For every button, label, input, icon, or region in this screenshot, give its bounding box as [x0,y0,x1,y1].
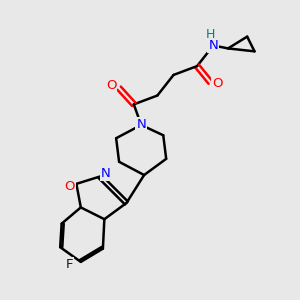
Text: N: N [101,167,111,180]
Text: F: F [66,258,74,271]
Text: O: O [65,180,75,193]
Text: O: O [212,77,223,90]
Text: N: N [136,118,146,131]
Text: N: N [208,39,218,52]
Text: O: O [106,79,116,92]
Text: H: H [206,28,215,41]
